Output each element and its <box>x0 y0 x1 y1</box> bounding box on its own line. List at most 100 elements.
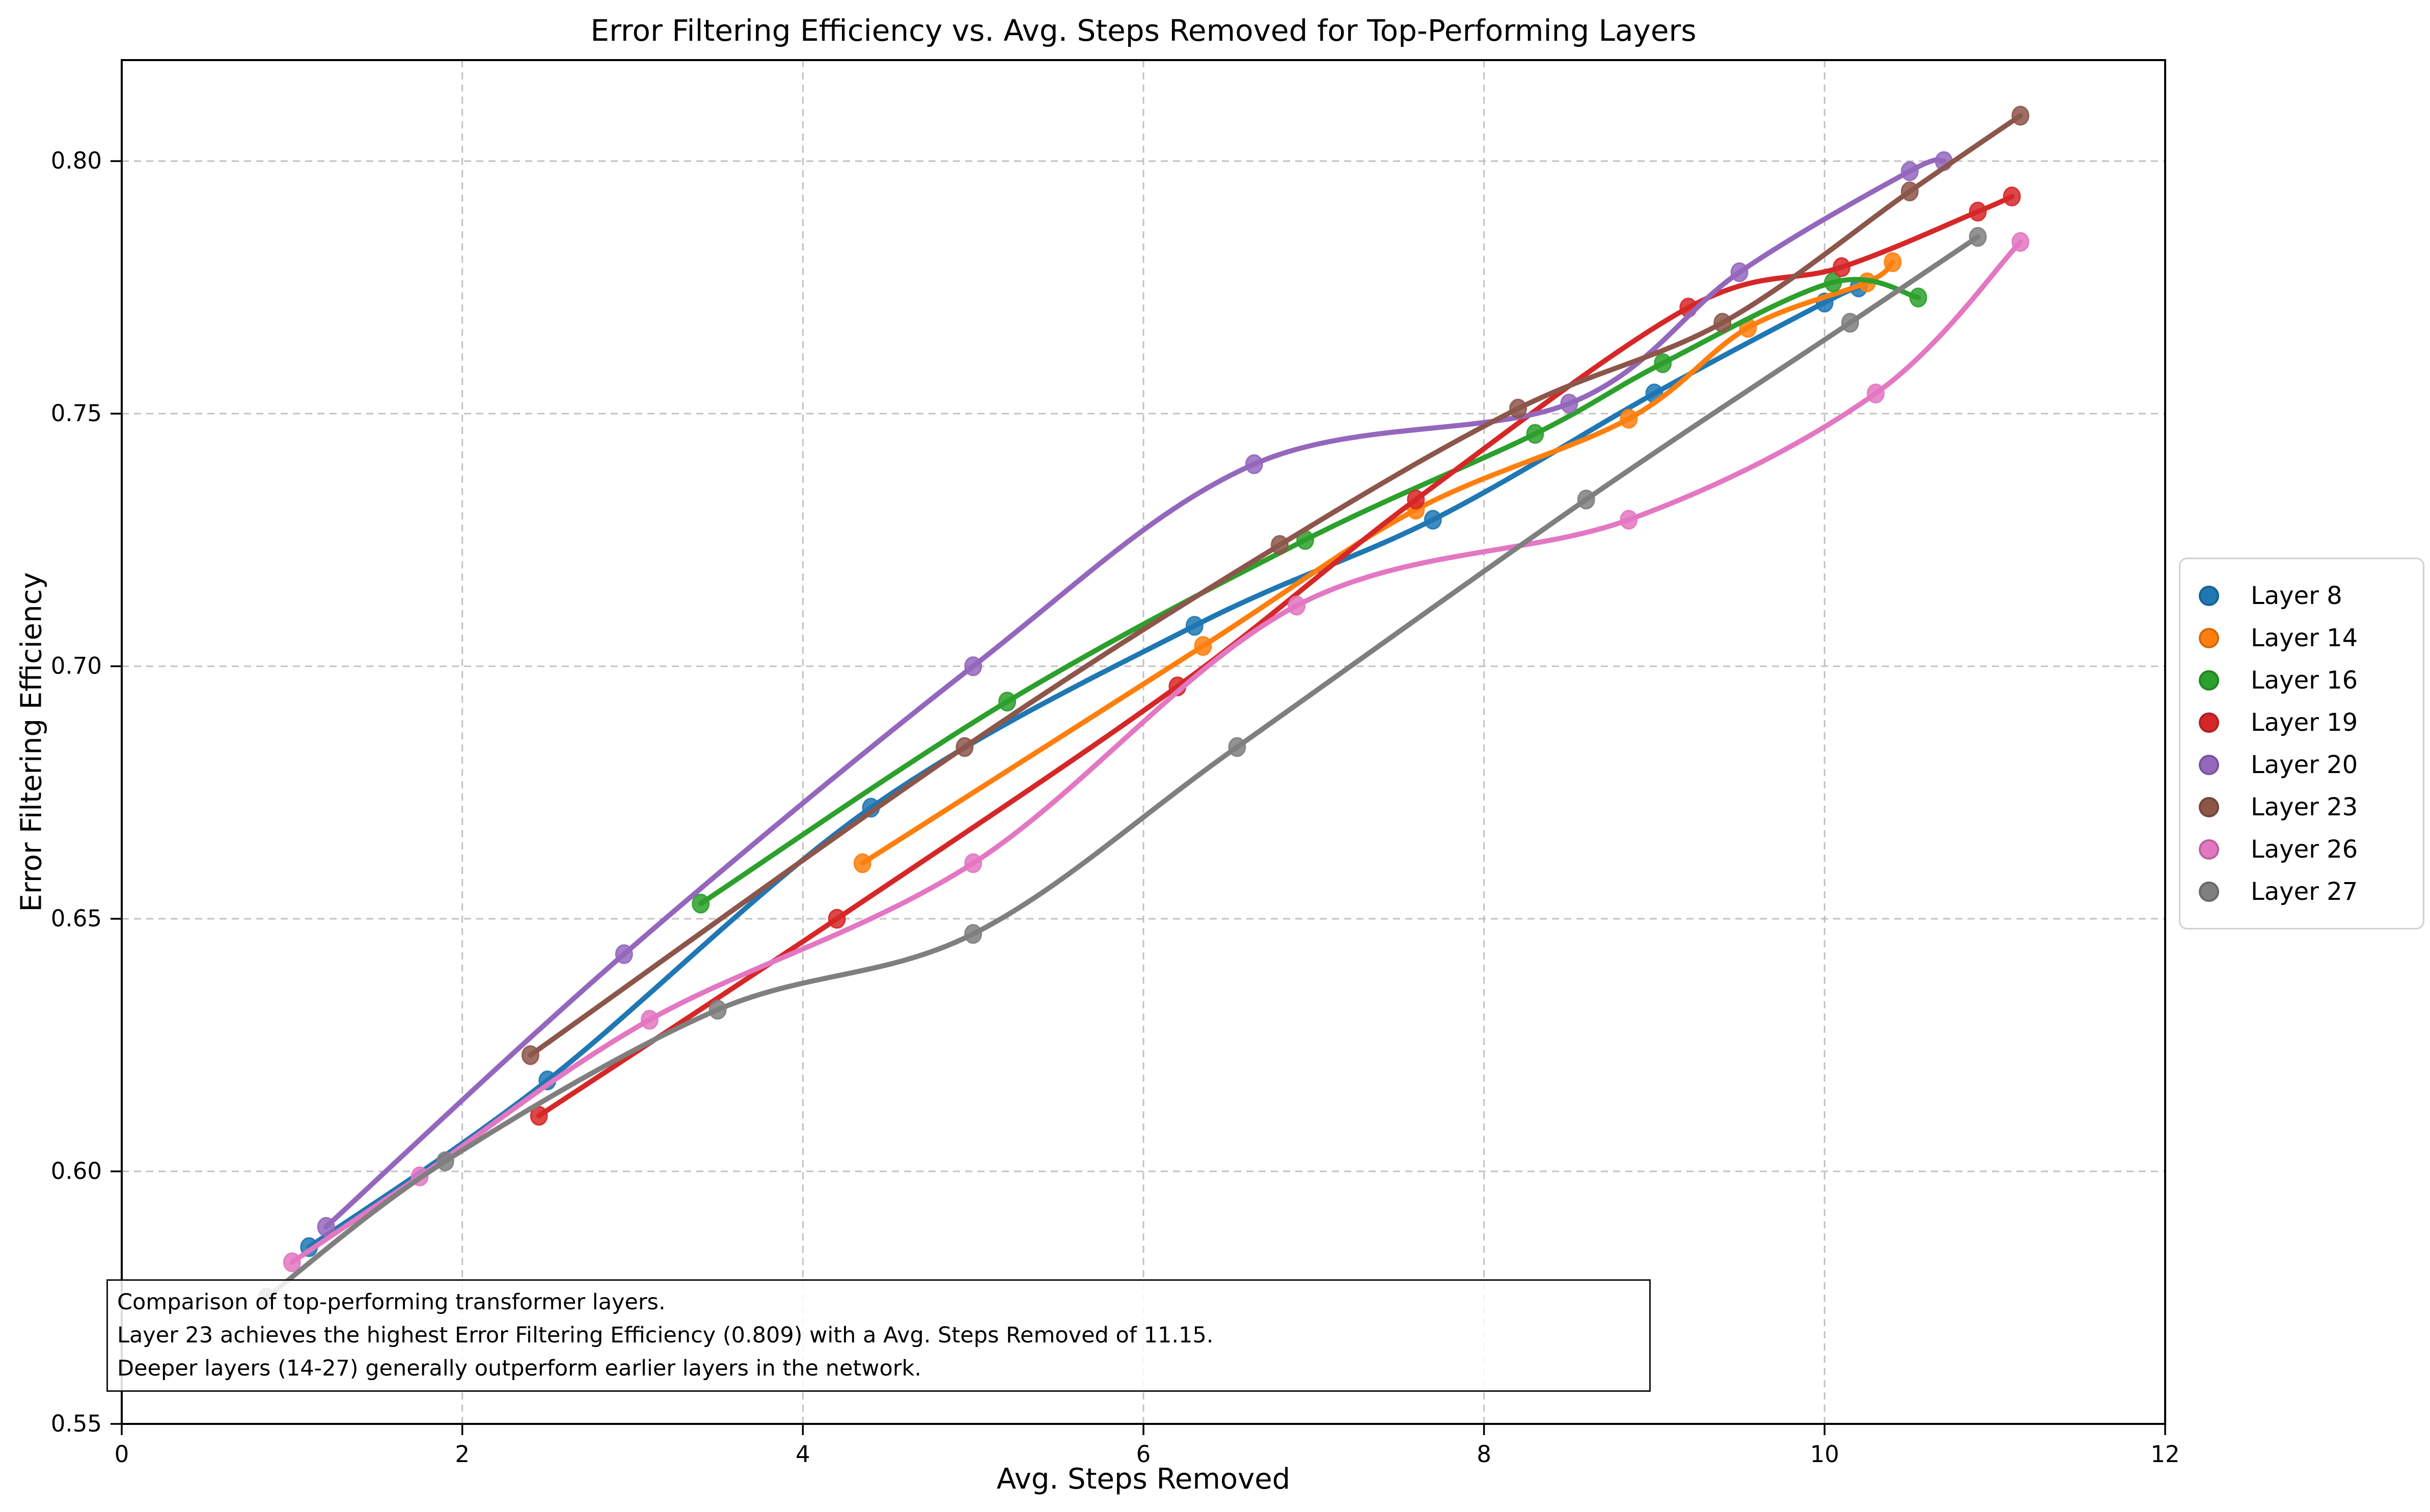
data-point-layer-16 <box>1526 424 1544 444</box>
data-point-layer-16 <box>1654 353 1672 373</box>
x-tick-label-0: 0 <box>114 1441 129 1468</box>
y-tick-label-0.75: 0.75 <box>50 400 102 427</box>
data-point-layer-14 <box>1620 408 1638 429</box>
y-tick-label-0.80: 0.80 <box>50 147 102 175</box>
data-point-layer-16 <box>998 692 1017 712</box>
data-point-layer-16 <box>692 893 710 914</box>
data-point-layer-20 <box>1560 393 1578 414</box>
data-point-layer-27 <box>1841 313 1859 333</box>
legend-item-layer-8: Layer 8 <box>2199 582 2405 610</box>
data-point-layer-8 <box>1424 510 1442 530</box>
legend-marker-icon <box>2199 670 2219 691</box>
x-tick-label-10: 10 <box>1810 1441 1839 1468</box>
x-tick-label-4: 4 <box>796 1441 810 1468</box>
legend-item-layer-26: Layer 26 <box>2199 835 2405 864</box>
series-line-layer-23 <box>528 113 2023 1058</box>
legend-marker-icon <box>2199 627 2219 648</box>
legend-marker-icon <box>2199 712 2219 733</box>
x-tick-label-6: 6 <box>1136 1441 1151 1468</box>
annotation-line-2: Layer 23 achieves the highest Error Filt… <box>117 1323 1214 1348</box>
x-axis-label: Avg. Steps Removed <box>996 1463 1291 1496</box>
data-point-layer-20 <box>1901 161 1919 181</box>
y-tick-label-0.65: 0.65 <box>50 905 102 932</box>
data-point-layer-26 <box>1288 595 1306 616</box>
data-point-layer-8 <box>1185 616 1204 636</box>
legend-label: Layer 26 <box>2251 835 2358 864</box>
y-tick-label-0.70: 0.70 <box>50 652 102 680</box>
series-line-layer-19 <box>536 194 2015 1118</box>
data-point-layer-23 <box>1901 181 1919 202</box>
legend-marker-icon <box>2199 839 2219 860</box>
data-point-layer-27 <box>964 924 982 944</box>
legend-label: Layer 27 <box>2251 877 2358 906</box>
data-point-layer-23 <box>1713 313 1732 333</box>
legend-label: Layer 14 <box>2251 623 2358 652</box>
data-point-layer-20 <box>317 1217 335 1237</box>
x-tick-label-2: 2 <box>455 1441 470 1468</box>
legend-marker-icon <box>2199 585 2219 606</box>
legend-item-layer-27: Layer 27 <box>2199 877 2405 906</box>
legend-label: Layer 8 <box>2251 581 2342 610</box>
data-point-layer-19 <box>530 1106 548 1126</box>
annotation-line-1: Comparison of top-performing transformer… <box>117 1289 666 1315</box>
data-point-layer-26 <box>1620 510 1638 530</box>
data-point-layer-19 <box>1969 202 1987 222</box>
data-point-layer-26 <box>1867 383 1885 404</box>
legend-label: Layer 20 <box>2251 750 2358 779</box>
series-line-layer-14 <box>860 259 1896 866</box>
data-point-layer-27 <box>1969 227 1987 247</box>
data-point-layer-23 <box>521 1045 539 1065</box>
legend-label: Layer 23 <box>2251 792 2358 821</box>
data-point-layer-26 <box>640 1010 659 1030</box>
data-point-layer-26 <box>964 853 982 873</box>
y-tick-label-0.55: 0.55 <box>50 1410 102 1437</box>
data-point-layer-19 <box>828 909 846 929</box>
data-point-layer-19 <box>1833 257 1851 278</box>
data-point-layer-27 <box>708 1000 727 1020</box>
y-tick-label-0.60: 0.60 <box>50 1158 102 1185</box>
data-point-layer-16 <box>1909 287 1927 308</box>
data-point-layer-16 <box>1824 272 1842 292</box>
data-point-layer-20 <box>1730 262 1749 283</box>
data-point-layer-14 <box>1194 636 1212 656</box>
data-point-layer-23 <box>1509 398 1527 419</box>
data-point-layer-23 <box>2011 105 2030 126</box>
annotation-line-3: Deeper layers (14-27) generally outperfo… <box>117 1356 922 1381</box>
legend-label: Layer 19 <box>2251 708 2358 737</box>
data-point-layer-27 <box>436 1151 454 1171</box>
x-tick-label-8: 8 <box>1477 1441 1491 1468</box>
data-point-layer-26 <box>283 1252 301 1273</box>
series-line-layer-27 <box>264 234 1981 1301</box>
data-point-layer-19 <box>1407 489 1425 510</box>
data-point-layer-20 <box>1245 454 1263 474</box>
chart-title: Error Filtering Efficiency vs. Avg. Step… <box>590 13 1697 48</box>
legend-label: Layer 16 <box>2251 666 2358 695</box>
data-point-layer-23 <box>955 737 974 757</box>
legend-item-layer-23: Layer 23 <box>2199 793 2405 821</box>
series-line-layer-26 <box>289 239 2023 1265</box>
legend-item-layer-16: Layer 16 <box>2199 666 2405 695</box>
data-point-layer-20 <box>964 656 982 676</box>
series-line-layer-16 <box>698 277 1921 906</box>
data-point-layer-14 <box>1883 252 1902 272</box>
data-point-layer-27 <box>1228 737 1246 757</box>
data-point-layer-14 <box>853 853 871 873</box>
legend: Layer 8 Layer 14 Layer 16 Layer 19 Layer 20 L… <box>2179 558 2424 929</box>
legend-marker-icon <box>2199 796 2219 817</box>
legend-item-layer-20: Layer 20 <box>2199 751 2405 779</box>
legend-item-layer-19: Layer 19 <box>2199 708 2405 737</box>
data-point-layer-27 <box>1577 489 1595 510</box>
data-point-layer-20 <box>615 944 633 965</box>
data-point-layer-19 <box>2003 186 2021 207</box>
legend-marker-icon <box>2199 881 2219 902</box>
series-line-layer-20 <box>323 157 1947 1230</box>
legend-item-layer-14: Layer 14 <box>2199 624 2405 652</box>
annotation-box: Comparison of top-performing transformer… <box>106 1279 1651 1392</box>
data-point-layer-26 <box>2011 232 2030 252</box>
legend-marker-icon <box>2199 754 2219 775</box>
plot-border <box>121 59 2166 1425</box>
data-point-layer-23 <box>1270 535 1289 555</box>
x-tick-label-12: 12 <box>2150 1441 2180 1468</box>
